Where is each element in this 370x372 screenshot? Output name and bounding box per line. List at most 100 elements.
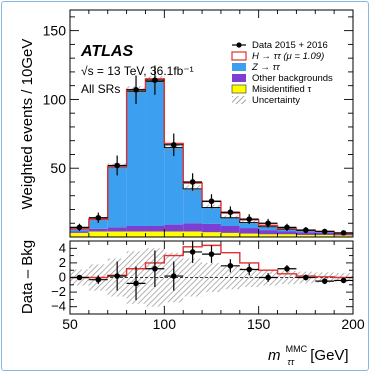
other-bkg-bar — [126, 225, 146, 232]
data-point — [95, 214, 102, 221]
other-bkg-bar — [107, 227, 127, 232]
misid-bar — [258, 234, 278, 237]
residual-point — [76, 274, 83, 281]
x-tick-label: 200 — [341, 316, 365, 332]
other-bkg-bar — [164, 224, 184, 232]
legend-other-swatch — [232, 74, 246, 82]
x-axis-label-sub: ττ — [287, 357, 294, 367]
legend-data-label: Data 2015 + 2016 — [252, 40, 328, 51]
data-point — [246, 216, 253, 222]
misid-bar — [107, 231, 127, 237]
misid-bar — [202, 232, 221, 237]
data-point — [208, 198, 215, 205]
legend-misid-label: Misidentified τ — [252, 84, 311, 95]
residual-point — [284, 265, 290, 272]
lower-panel-frame — [69, 240, 354, 315]
ztautau-bar — [202, 207, 221, 224]
x-axis-label-main: m — [268, 347, 281, 364]
misid-bar — [88, 231, 108, 237]
energy-lumi-label: √s = 13 TeV, 36.1fb⁻¹ — [81, 64, 194, 78]
legend-ztautau-swatch — [232, 63, 246, 71]
upper-plot-area — [70, 65, 353, 237]
misid-bar — [239, 233, 259, 237]
other-bkg-bar — [258, 230, 278, 235]
other-bkg-bar — [145, 225, 165, 232]
residual-point — [152, 265, 158, 272]
data-point — [265, 220, 271, 227]
misid-bar — [70, 232, 89, 237]
other-bkg-bar — [70, 231, 89, 233]
misid-bar — [277, 234, 297, 237]
other-bkg-bar — [239, 228, 259, 234]
lower-y-axis-label: Data – Bkg — [19, 240, 36, 314]
misid-bar — [145, 231, 165, 237]
misid-bar — [296, 234, 316, 237]
x-axis-label: m MMC ττ [GeV] — [268, 339, 349, 369]
lower-y-tick-label: 0 — [59, 270, 66, 285]
upper-y-tick-label: 50 — [50, 160, 66, 176]
data-point — [114, 162, 120, 169]
lower-y-tick-label: −2 — [51, 284, 66, 299]
x-axis-label-sup: MMC — [286, 344, 308, 354]
legend-other-label: Other backgrounds — [252, 73, 333, 84]
legend: Data 2015 + 2016 H → ττ (μ = 1.09) Z → τ… — [231, 40, 333, 106]
ztautau-bar — [258, 226, 278, 231]
misid-bar — [164, 231, 184, 237]
residual-point — [114, 273, 120, 279]
upper-y-tick-label: 100 — [43, 91, 67, 107]
data-point — [303, 227, 309, 233]
residual-uncertainty-band — [315, 272, 335, 283]
misid-bar — [126, 231, 146, 237]
data-point — [152, 77, 158, 83]
x-tick-label: 50 — [62, 316, 78, 332]
legend-data-marker — [236, 42, 242, 48]
x-axis-label-unit: [GeV] — [310, 347, 348, 364]
residual-point — [227, 263, 234, 269]
residual-point — [265, 274, 271, 281]
data-point — [227, 209, 234, 216]
lower-y-tick-label: 2 — [59, 255, 66, 270]
residual-higgs-line — [70, 244, 353, 279]
legend-unc-label: Uncertainty — [252, 95, 300, 106]
legend-ztautau-label: Z → ττ — [251, 62, 281, 73]
other-bkg-bar — [183, 223, 203, 232]
legend-unc-swatch — [232, 96, 246, 104]
data-point — [340, 230, 347, 236]
misid-bar — [220, 232, 240, 237]
ztautau-bar — [183, 188, 203, 224]
residual-point — [189, 249, 196, 255]
upper-y-axis-label: Weighted events / 10GeV — [19, 39, 36, 210]
data-point — [189, 179, 196, 185]
residual-point — [321, 278, 328, 284]
data-point — [133, 86, 139, 93]
data-point — [284, 224, 290, 231]
ztautau-bar — [239, 222, 259, 229]
ztautau-bar — [88, 219, 108, 229]
ztautau-bar — [107, 166, 127, 228]
atlas-label: ATLAS — [80, 43, 133, 60]
residual-point — [208, 251, 215, 257]
legend-misid-swatch — [231, 84, 247, 94]
residual-point — [303, 274, 309, 281]
other-bkg-bar — [88, 228, 108, 232]
misid-bar — [183, 231, 203, 237]
other-bkg-bar — [220, 225, 240, 233]
upper-panel-frame — [69, 9, 354, 238]
other-bkg-bar — [296, 232, 316, 235]
lower-y-tick-label: 4 — [59, 240, 66, 255]
legend-higgs-label: H → ττ (μ = 1.09) — [252, 51, 324, 62]
upper-y-tick-label: 150 — [43, 23, 67, 39]
region-label: All SRs — [81, 82, 120, 96]
residual-point — [95, 276, 102, 283]
residual-uncertainty-band — [239, 268, 259, 287]
ztautau-bar — [220, 217, 240, 226]
x-tick-label: 100 — [153, 316, 177, 332]
other-bkg-bar — [202, 223, 221, 233]
residual-point — [246, 266, 253, 273]
data-point — [321, 228, 328, 235]
lower-plot-area — [70, 241, 353, 307]
other-bkg-bar — [277, 231, 297, 235]
residual-point — [133, 280, 139, 287]
